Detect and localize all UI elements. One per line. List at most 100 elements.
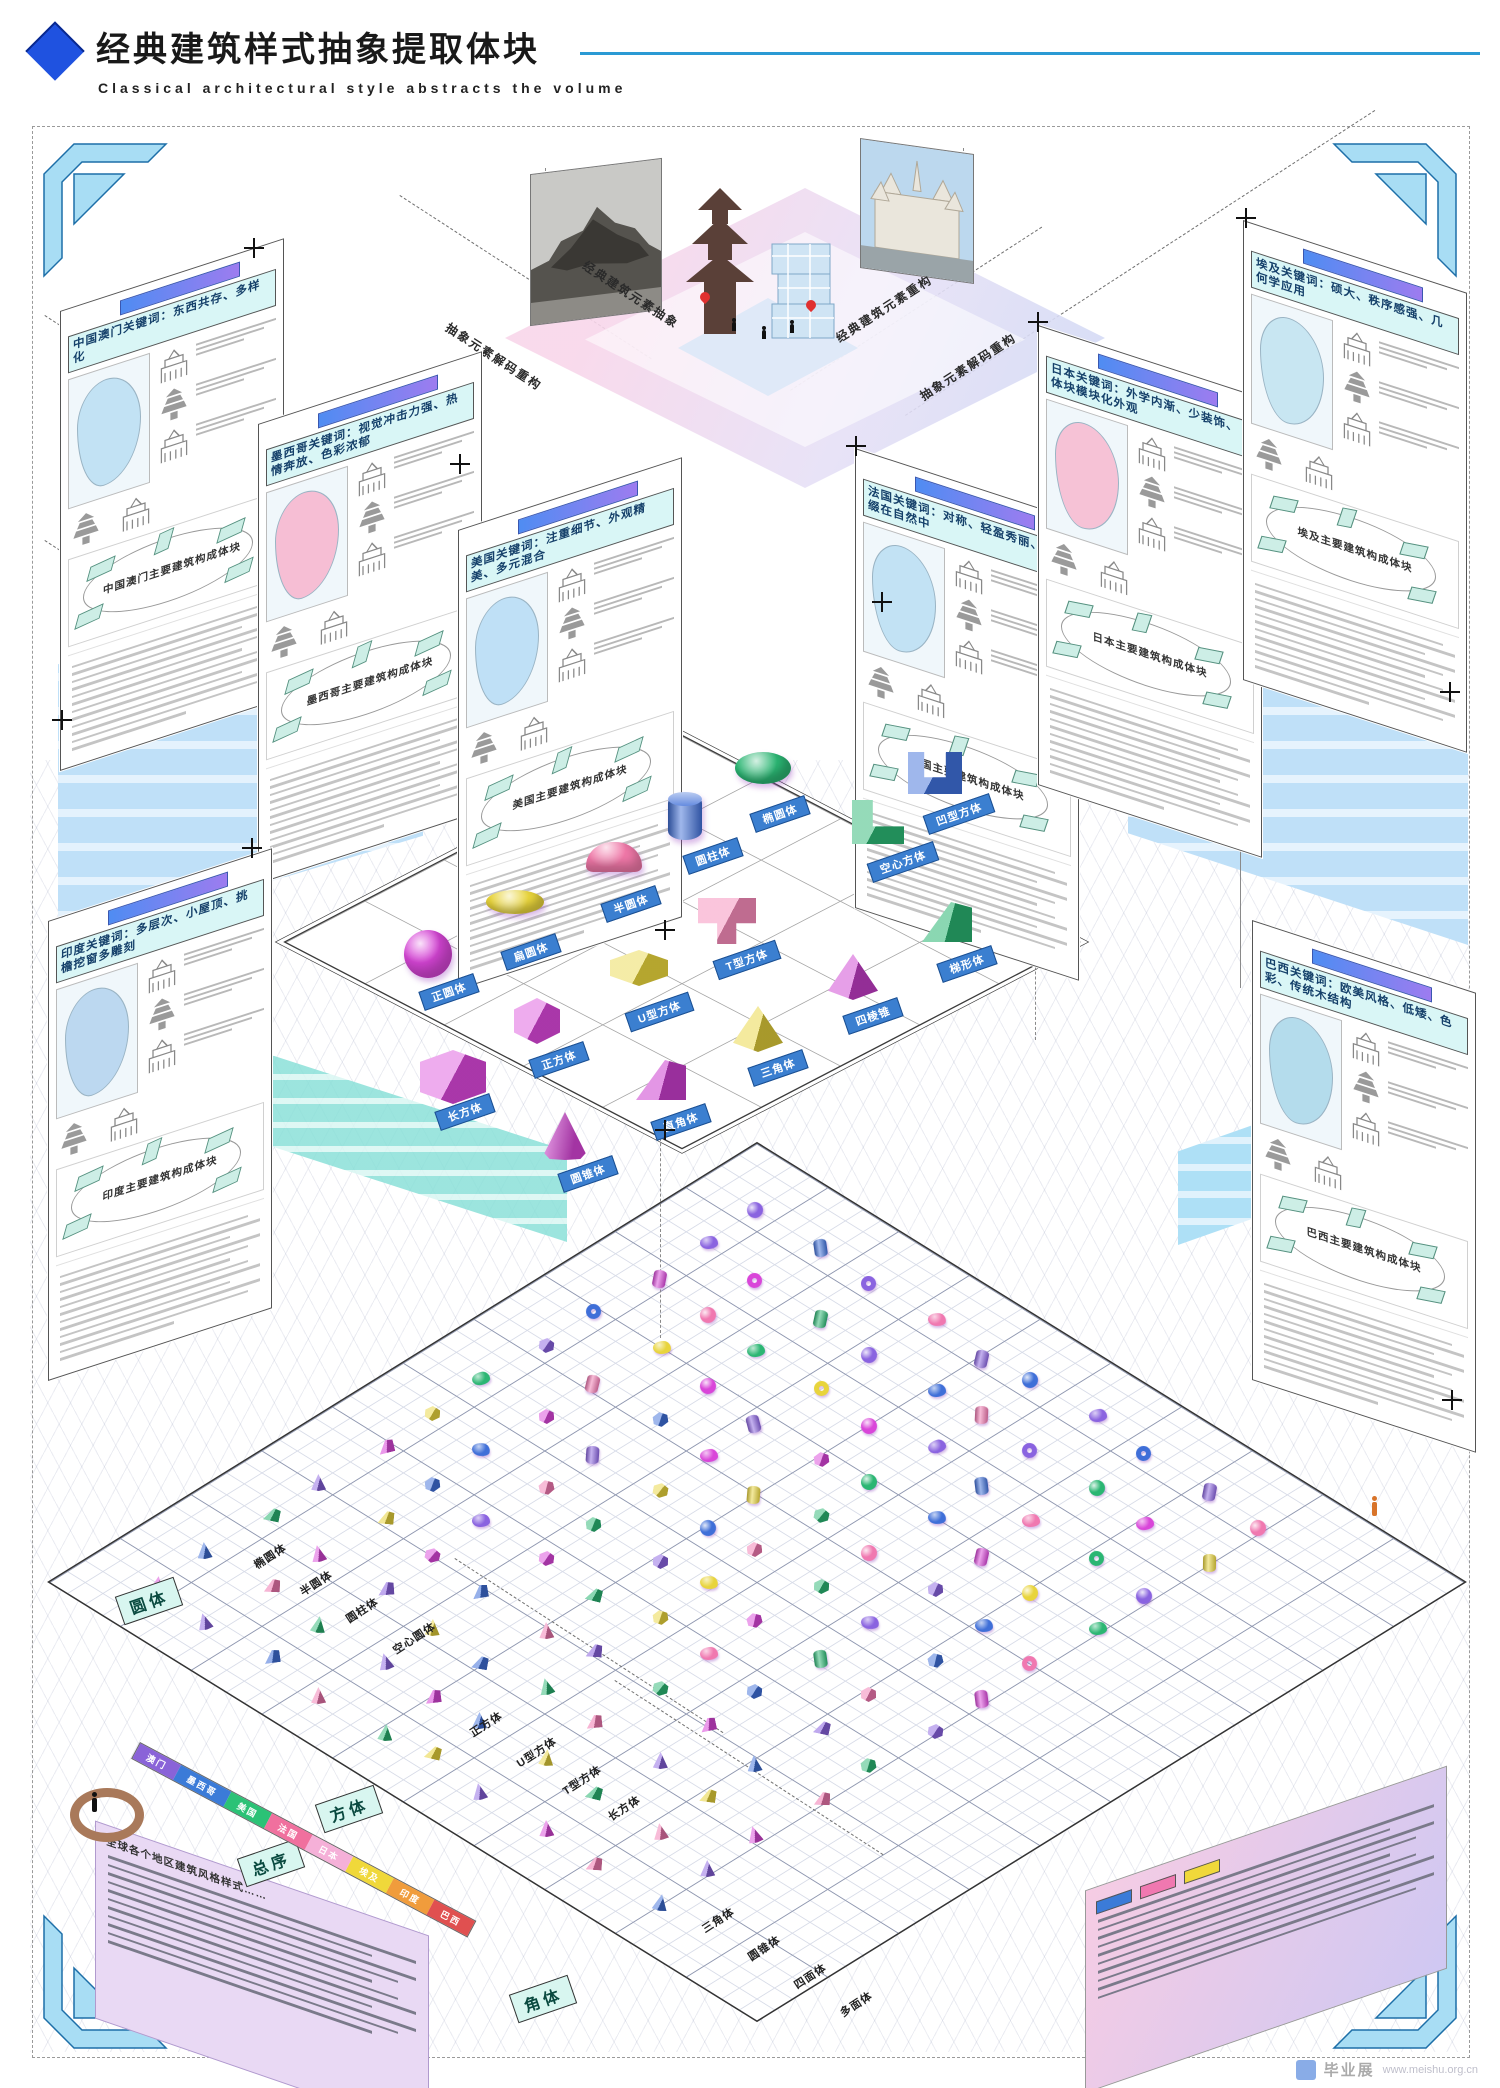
building-icon [122, 493, 150, 533]
person-silhouette [732, 318, 736, 331]
corner-ornament-icon [43, 143, 168, 278]
block-cuboid-icon [1019, 814, 1049, 832]
field-shape-cyl [746, 1485, 761, 1505]
pagoda-icon [471, 727, 497, 767]
country-map [77, 367, 141, 495]
panel-india: 印度关键词：多层次、小屋顶、挑檐挖窗多雕刻 [48, 848, 272, 1381]
panel-mexico: 墨西哥关键词：视觉冲击力强、热情奔放、色彩浓郁 [258, 351, 482, 884]
corner-ornament-icon [1332, 143, 1457, 278]
building-sketch [1251, 429, 1291, 478]
pagoda-icon [956, 595, 982, 635]
building-icon [148, 1035, 176, 1074]
building-icon [558, 644, 586, 683]
block-cuboid-icon [1407, 586, 1437, 604]
pagoda-icon [1265, 1134, 1291, 1174]
watermark: 毕业展 www.meishu.org.cn [1295, 2059, 1478, 2080]
building-icon [1305, 452, 1333, 491]
cross-tick [1442, 1390, 1462, 1410]
building-icon [1100, 557, 1128, 596]
country-map-box [466, 571, 548, 729]
building-sketch [466, 721, 506, 770]
country-map [275, 480, 339, 608]
building-sketch [863, 657, 903, 706]
pagoda-icon [271, 621, 297, 661]
building-icon [160, 425, 188, 464]
page-title: 经典建筑样式抽象提取体块 [96, 31, 540, 69]
diamond-icon [25, 21, 85, 81]
country-map [1055, 413, 1119, 541]
building-sketch [316, 599, 356, 648]
building-sketch [68, 502, 108, 551]
country-map-box [56, 962, 138, 1120]
building-sketch [913, 674, 953, 723]
grid-shape-ellipsoid [735, 752, 791, 784]
building-sketch [1310, 1146, 1350, 1195]
grid-shape-flat [486, 890, 544, 914]
building-sketch [1301, 446, 1341, 495]
panel-macau: 中国澳门关键词：东西共存、多样化 [60, 238, 284, 771]
building-icon [1343, 328, 1371, 367]
building-icon [1314, 1152, 1342, 1191]
country-map [1260, 308, 1324, 436]
panel-brazil: 巴西关键词：欧美风格、低矮、色彩、传统木结构 [1252, 920, 1476, 1453]
building-sketch [106, 1096, 146, 1145]
building-sketch [1096, 551, 1136, 600]
field-shape-blob [974, 1618, 994, 1633]
country-map-box [1260, 993, 1342, 1150]
field-shape-cyl [974, 1405, 989, 1425]
building-sketch [118, 486, 158, 535]
block-cuboid-icon [1202, 691, 1232, 709]
temple-photo [530, 157, 662, 327]
watermark-url: www.meishu.org.cn [1382, 2063, 1478, 2076]
cross-tick [450, 454, 470, 474]
cross-tick [1440, 682, 1460, 702]
building-icon [1138, 433, 1166, 472]
cross-tick [846, 436, 866, 456]
page-subtitle: Classical architectural style abstracts … [98, 80, 627, 96]
cross-tick [1028, 312, 1048, 332]
pagoda-icon [868, 662, 894, 702]
building-sketch [266, 615, 306, 664]
field-shape-cyl [973, 1476, 990, 1496]
country-map [65, 977, 129, 1105]
building-icon [358, 538, 386, 577]
field-shape-blob [652, 1340, 672, 1355]
person-silhouette [92, 1792, 97, 1812]
person-silhouette [1372, 1496, 1377, 1516]
building-icon [917, 680, 945, 719]
pagoda-icon [1344, 367, 1370, 407]
country-map-box [266, 465, 348, 623]
building-sketch [1046, 534, 1086, 583]
field-shape-blob [1022, 1514, 1040, 1527]
country-map [1269, 1008, 1333, 1136]
cross-tick [52, 710, 72, 730]
building-icon [520, 712, 548, 752]
header: 经典建筑样式抽象提取体块 Classical architectural sty… [0, 0, 1500, 120]
grid-shape-hemi [586, 842, 642, 872]
reconstruction-illustration [668, 148, 868, 396]
panel-japan: 日本关键词：外学内渐、少装饰、体块模块化外观 [1038, 325, 1262, 858]
field-shape-cyl [812, 1649, 829, 1669]
watermark-text: 毕业展 [1323, 2062, 1375, 2079]
pagoda-icon [1353, 1067, 1379, 1107]
pagoda-icon [61, 1118, 87, 1158]
country-map-box [1046, 398, 1128, 555]
building-icon [110, 1103, 138, 1143]
person-silhouette [790, 320, 794, 333]
cross-tick [244, 238, 264, 258]
country-map-box [1251, 293, 1333, 450]
guide-line [660, 1128, 661, 1338]
building-icon [1138, 513, 1166, 552]
pagoda-icon [1139, 472, 1165, 512]
cathedral-photo [860, 137, 974, 285]
building-icon [1352, 1028, 1380, 1067]
panel-usa: 美国关键词：注重细节、外观精美、多元混合 [458, 457, 682, 990]
cross-tick [655, 920, 675, 940]
pagoda-icon [73, 508, 99, 548]
pagoda-icon [1051, 539, 1077, 579]
country-map [475, 586, 539, 714]
field-shape-cyl [585, 1445, 600, 1465]
cross-tick [1236, 208, 1256, 228]
building-sketch [1260, 1129, 1300, 1178]
